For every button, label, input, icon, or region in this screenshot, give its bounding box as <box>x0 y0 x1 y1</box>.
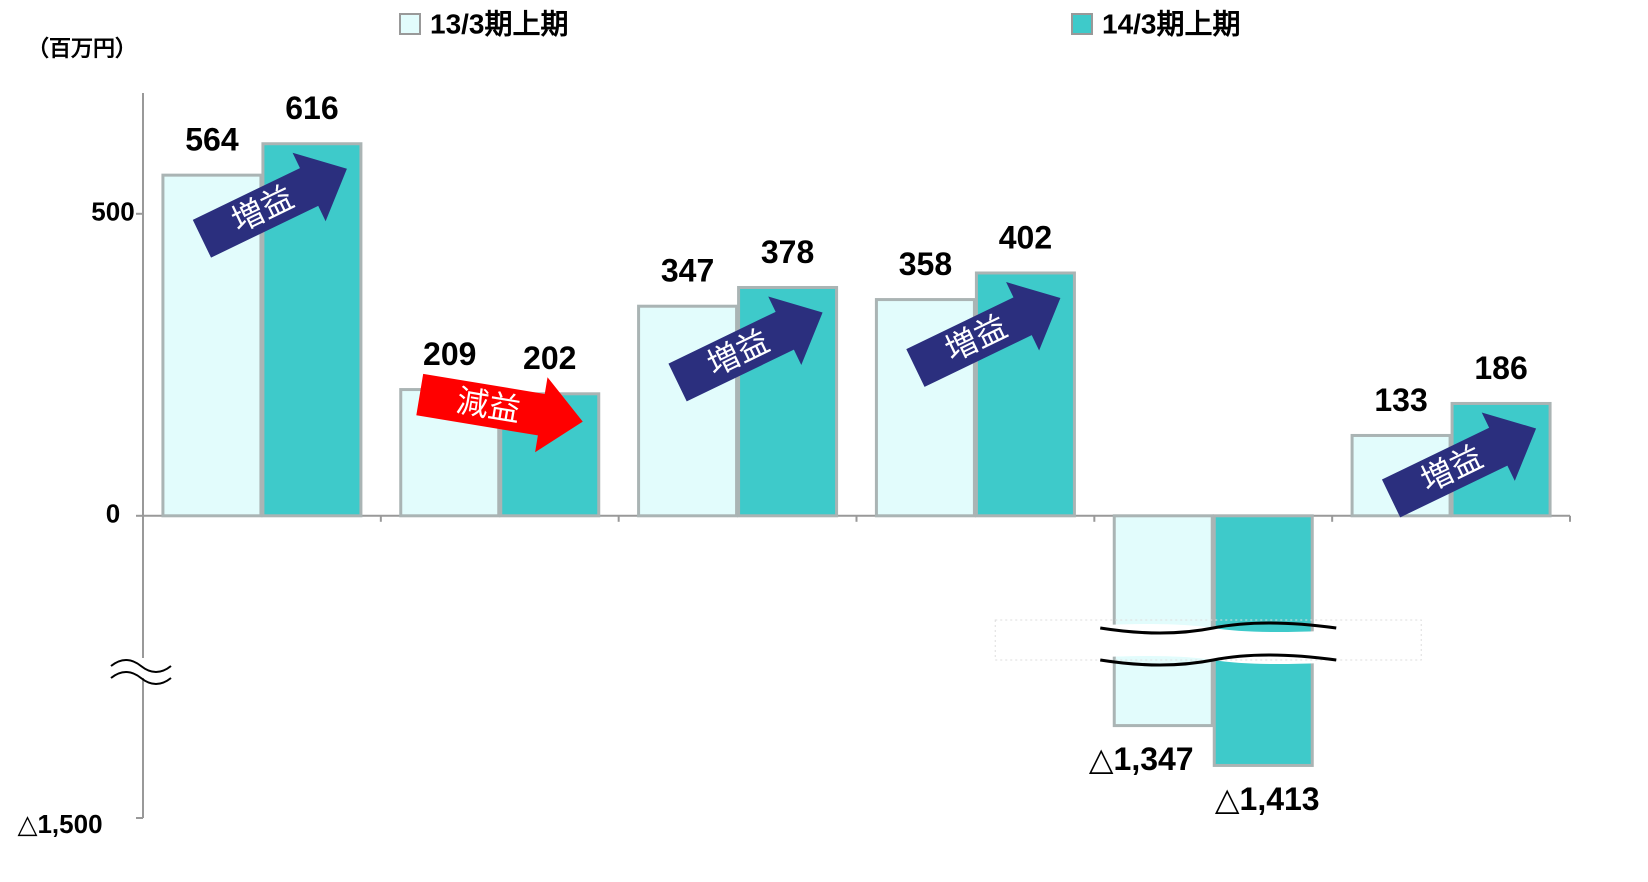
y-tick-label: 500 <box>91 197 134 227</box>
data-label: 564 <box>185 122 239 158</box>
bar-break-line <box>1100 621 1337 635</box>
arrow-shape <box>1381 412 1537 518</box>
bar-break-gap <box>1055 624 1372 664</box>
bar <box>637 304 739 518</box>
axis-break <box>110 659 172 673</box>
annotation-arrow: 減益 <box>416 373 583 453</box>
data-label: 209 <box>423 336 476 372</box>
data-label: 347 <box>661 253 714 289</box>
legend-label: 13/3期上期 <box>430 8 569 39</box>
arrow-shape <box>192 152 347 258</box>
data-label: △1,413 <box>1215 781 1320 817</box>
arrow-shape <box>668 296 823 402</box>
legend-swatch <box>1071 13 1093 35</box>
unit-label: （百万円） <box>27 36 137 61</box>
arrow-shape <box>906 282 1061 387</box>
bar-break-frame <box>994 619 1422 661</box>
data-label: 378 <box>761 234 814 270</box>
bar-break-line <box>1100 653 1337 667</box>
legend-swatch <box>399 13 421 35</box>
data-label: 616 <box>285 90 338 126</box>
data-label: 402 <box>999 219 1052 255</box>
arrow-shape <box>416 373 583 453</box>
data-label: 202 <box>523 340 576 376</box>
y-tick-label: 0 <box>106 499 120 529</box>
data-label: 358 <box>899 246 952 282</box>
axis-break <box>110 671 172 685</box>
legend-label: 14/3期上期 <box>1102 8 1241 39</box>
data-label: 133 <box>1374 382 1427 418</box>
data-label: △1,347 <box>1089 741 1194 777</box>
y-tick-label: △1,500 <box>17 809 102 839</box>
bar <box>1112 514 1214 728</box>
data-label: 186 <box>1474 350 1527 386</box>
